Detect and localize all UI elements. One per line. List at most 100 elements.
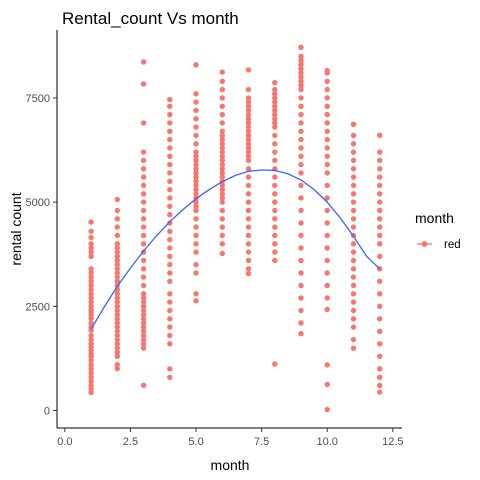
data-point: [140, 295, 147, 301]
data-point: [167, 186, 173, 193]
data-point: [377, 132, 383, 138]
data-point: [88, 270, 94, 276]
data-point: [88, 303, 94, 309]
data-point: [298, 86, 304, 93]
data-point: [324, 136, 330, 143]
x-ticks: 0.0 2.5 5.0 7.5 10.0 12.5: [57, 428, 404, 448]
data-point: [298, 307, 304, 314]
data-point: [272, 120, 278, 126]
data-point: [114, 299, 121, 305]
data-point: [219, 69, 225, 75]
data-point: [219, 149, 225, 155]
data-point: [377, 328, 383, 334]
y-tick-label: 2500: [26, 301, 50, 313]
data-point: [245, 191, 252, 197]
data-point: [114, 328, 121, 334]
data-point: [245, 141, 252, 147]
data-point: [245, 132, 252, 139]
data-point: [140, 316, 147, 322]
data-point: [350, 141, 357, 147]
data-point: [324, 232, 330, 239]
data-point: [114, 295, 121, 301]
data-point: [350, 241, 357, 247]
data-point: [245, 232, 252, 239]
data-point: [324, 306, 330, 313]
data-point: [114, 365, 121, 372]
data-point: [219, 141, 225, 147]
data-point: [193, 270, 199, 276]
data-point: [140, 328, 147, 334]
data-point: [219, 128, 225, 134]
data-point: [193, 186, 199, 193]
data-point: [140, 332, 147, 339]
data-point: [324, 362, 330, 368]
data-point: [298, 111, 304, 118]
data-point: [324, 145, 330, 151]
data-point: [298, 120, 304, 126]
data-point: [167, 332, 173, 339]
data-point: [88, 366, 94, 372]
data-point: [298, 82, 304, 89]
data-point: [114, 336, 121, 343]
data-point: [245, 224, 252, 230]
data-point: [114, 332, 121, 339]
data-point: [298, 53, 304, 59]
data-point: [140, 224, 147, 230]
data-point: [324, 257, 330, 264]
data-point: [377, 157, 383, 164]
data-point: [298, 95, 304, 101]
data-point: [193, 203, 199, 209]
data-point: [88, 274, 94, 280]
data-point: [377, 224, 383, 230]
y-ticks: 0 2500 5000 7500: [26, 93, 57, 417]
data-point: [193, 91, 199, 97]
data-point: [350, 157, 357, 164]
data-point: [167, 316, 173, 322]
data-point: [272, 103, 278, 110]
data-point: [114, 324, 121, 330]
data-point: [140, 291, 147, 297]
data-point: [114, 353, 121, 359]
data-point: [88, 241, 94, 247]
data-point: [377, 366, 383, 372]
data-point: [377, 182, 383, 189]
data-point: [167, 211, 173, 218]
data-point: [350, 191, 357, 197]
data-point: [324, 182, 330, 189]
data-point: [219, 136, 225, 143]
data-point: [377, 303, 383, 309]
data-point: [245, 157, 252, 164]
data-point: [88, 315, 94, 322]
data-point: [167, 161, 173, 168]
data-point: [140, 241, 147, 247]
data-point: [167, 261, 173, 268]
data-point: [245, 124, 252, 130]
data-point: [272, 249, 278, 255]
data-point: [219, 78, 225, 85]
data-point: [88, 341, 94, 347]
data-point: [219, 207, 225, 214]
data-point: [350, 257, 357, 264]
data-point: [219, 170, 225, 176]
data-point: [298, 195, 304, 201]
data-point: [193, 161, 199, 168]
data-point: [140, 207, 147, 214]
data-point: [193, 99, 199, 105]
data-point: [272, 191, 278, 197]
data-point: [219, 132, 225, 139]
data-point: [272, 95, 278, 101]
x-tick-label: 7.5: [254, 436, 269, 448]
data-point: [245, 149, 252, 155]
data-point: [245, 166, 252, 172]
data-point: [193, 132, 199, 139]
data-point: [219, 157, 225, 164]
data-point: [88, 219, 94, 225]
data-point: [245, 120, 252, 126]
chart-title: Rental_count Vs month: [62, 9, 239, 28]
data-point: [140, 336, 147, 343]
data-point: [324, 78, 330, 85]
data-point: [350, 291, 357, 297]
data-point: [193, 149, 199, 155]
data-point: [167, 178, 173, 184]
data-point: [272, 99, 278, 105]
